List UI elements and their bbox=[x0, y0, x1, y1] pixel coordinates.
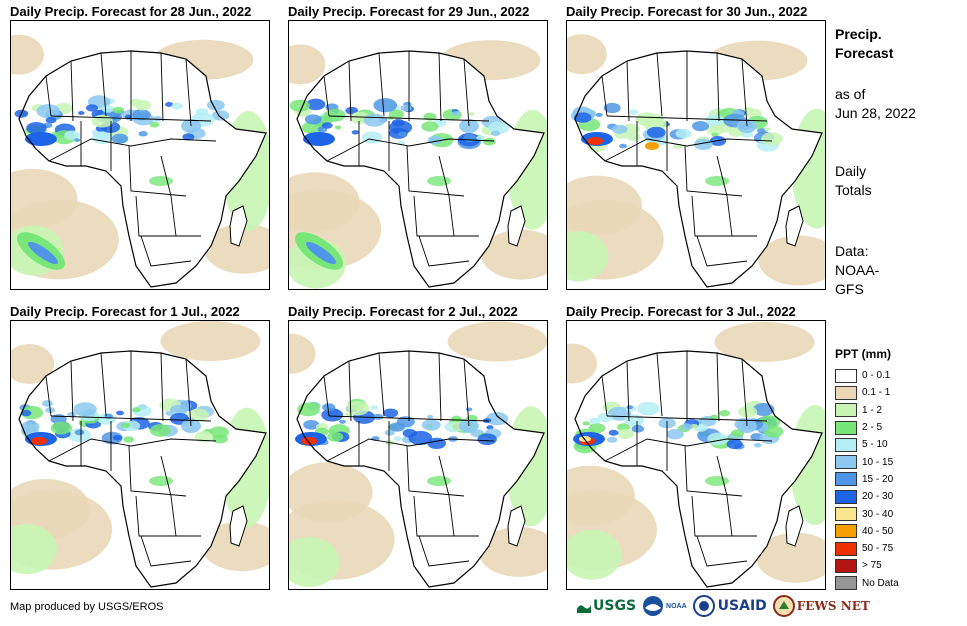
legend-item: 40 - 50 bbox=[835, 523, 899, 540]
forecast-map bbox=[566, 20, 826, 290]
data-source: Data: NOAA- GFS bbox=[835, 242, 879, 299]
legend-item: 0 - 0.1 bbox=[835, 367, 899, 384]
map-title: Precip. Forecast bbox=[835, 25, 893, 63]
legend-swatch bbox=[835, 524, 857, 539]
legend-swatch bbox=[835, 507, 857, 522]
forecast-panel-1: Daily Precip. Forecast for 28 Jun., 2022 bbox=[10, 4, 278, 291]
forecast-map bbox=[10, 320, 270, 590]
forecast-panel-4: Daily Precip. Forecast for 1 Jul., 2022 bbox=[10, 304, 278, 591]
as-of-value: Jun 28, 2022 bbox=[835, 105, 916, 121]
forecast-map bbox=[10, 20, 270, 290]
forecast-panel-2: Daily Precip. Forecast for 29 Jun., 2022 bbox=[288, 4, 556, 291]
data-source-line: NOAA- bbox=[835, 262, 880, 278]
legend-label: 0 - 0.1 bbox=[862, 370, 891, 382]
legend-swatch bbox=[835, 385, 857, 400]
legend-label: 40 - 50 bbox=[862, 525, 894, 537]
panel-title: Daily Precip. Forecast for 28 Jun., 2022 bbox=[10, 4, 252, 19]
legend-item: No Data bbox=[835, 575, 899, 592]
legend-label: 50 - 75 bbox=[862, 543, 894, 555]
legend-item: 1 - 2 bbox=[835, 402, 899, 419]
noaa-logo: NOAA bbox=[642, 595, 687, 617]
legend-label: 0.1 - 1 bbox=[862, 387, 891, 399]
africa-precip-map bbox=[567, 321, 825, 588]
credit-text: Map produced by USGS/EROS bbox=[10, 601, 164, 613]
usgs-logo: USGS bbox=[577, 598, 636, 614]
legend-label: 1 - 2 bbox=[862, 404, 883, 416]
legend-item: 30 - 40 bbox=[835, 505, 899, 522]
panel-title: Daily Precip. Forecast for 2 Jul., 2022 bbox=[288, 304, 518, 319]
legend-item: 2 - 5 bbox=[835, 419, 899, 436]
forecast-map bbox=[288, 320, 548, 590]
forecast-map bbox=[566, 320, 826, 590]
legend-swatch bbox=[835, 368, 857, 383]
africa-precip-map bbox=[289, 321, 547, 588]
totals-line: Daily bbox=[835, 163, 867, 179]
legend-item: 20 - 30 bbox=[835, 488, 899, 505]
data-source-line: GFS bbox=[835, 281, 864, 297]
legend-label: No Data bbox=[862, 577, 899, 589]
legend-item: 5 - 10 bbox=[835, 436, 899, 453]
legend-item: 15 - 20 bbox=[835, 471, 899, 488]
legend-swatch bbox=[835, 489, 857, 504]
fewsnet-logo: FEWS NET bbox=[772, 595, 870, 617]
legend-title: PPT (mm) bbox=[835, 347, 892, 361]
legend-label: > 75 bbox=[862, 560, 882, 572]
title-line: Precip. bbox=[835, 26, 882, 42]
legend-item: 0.1 - 1 bbox=[835, 384, 899, 401]
africa-precip-map bbox=[11, 34, 269, 288]
panel-title: Daily Precip. Forecast for 29 Jun., 2022 bbox=[288, 4, 530, 19]
usaid-logo: USAID bbox=[692, 595, 767, 617]
legend-label: 20 - 30 bbox=[862, 491, 894, 503]
legend-label: 5 - 10 bbox=[862, 439, 888, 451]
legend-swatch bbox=[835, 437, 857, 452]
panel-title: Daily Precip. Forecast for 3 Jul., 2022 bbox=[566, 304, 796, 319]
legend-item: 50 - 75 bbox=[835, 540, 899, 557]
legend-swatch bbox=[835, 541, 857, 556]
partner-logos: USGS NOAA USAID FEWS NET bbox=[577, 595, 870, 617]
africa-precip-map bbox=[289, 40, 547, 289]
totals-line: Totals bbox=[835, 182, 872, 198]
legend-label: 15 - 20 bbox=[862, 473, 894, 485]
forecast-panel-5: Daily Precip. Forecast for 2 Jul., 2022 bbox=[288, 304, 556, 591]
title-line: Forecast bbox=[835, 45, 894, 61]
legend-label: 30 - 40 bbox=[862, 508, 894, 520]
legend-label: 10 - 15 bbox=[862, 456, 894, 468]
africa-precip-map bbox=[567, 34, 825, 288]
legend-item: 10 - 15 bbox=[835, 453, 899, 470]
africa-precip-map bbox=[11, 321, 269, 588]
legend-swatch bbox=[835, 576, 857, 591]
legend-swatch bbox=[835, 455, 857, 470]
legend-swatch bbox=[835, 472, 857, 487]
legend-swatch bbox=[835, 420, 857, 435]
legend-item: > 75 bbox=[835, 557, 899, 574]
forecast-panel-3: Daily Precip. Forecast for 30 Jun., 2022 bbox=[566, 4, 834, 291]
legend-swatch bbox=[835, 403, 857, 418]
legend-label: 2 - 5 bbox=[862, 422, 883, 434]
data-source-line: Data: bbox=[835, 243, 869, 259]
as-of-date: as of Jun 28, 2022 bbox=[835, 85, 916, 123]
panel-title: Daily Precip. Forecast for 30 Jun., 2022 bbox=[566, 4, 808, 19]
as-of-label: as of bbox=[835, 86, 866, 102]
panel-title: Daily Precip. Forecast for 1 Jul., 2022 bbox=[10, 304, 240, 319]
forecast-panel-6: Daily Precip. Forecast for 3 Jul., 2022 bbox=[566, 304, 834, 591]
legend-swatch bbox=[835, 558, 857, 573]
forecast-map bbox=[288, 20, 548, 290]
totals-label: Daily Totals bbox=[835, 162, 872, 200]
precip-legend: PPT (mm) 0 - 0.1 0.1 - 1 1 - 2 2 - 5 5 - 10 1… bbox=[835, 347, 899, 592]
